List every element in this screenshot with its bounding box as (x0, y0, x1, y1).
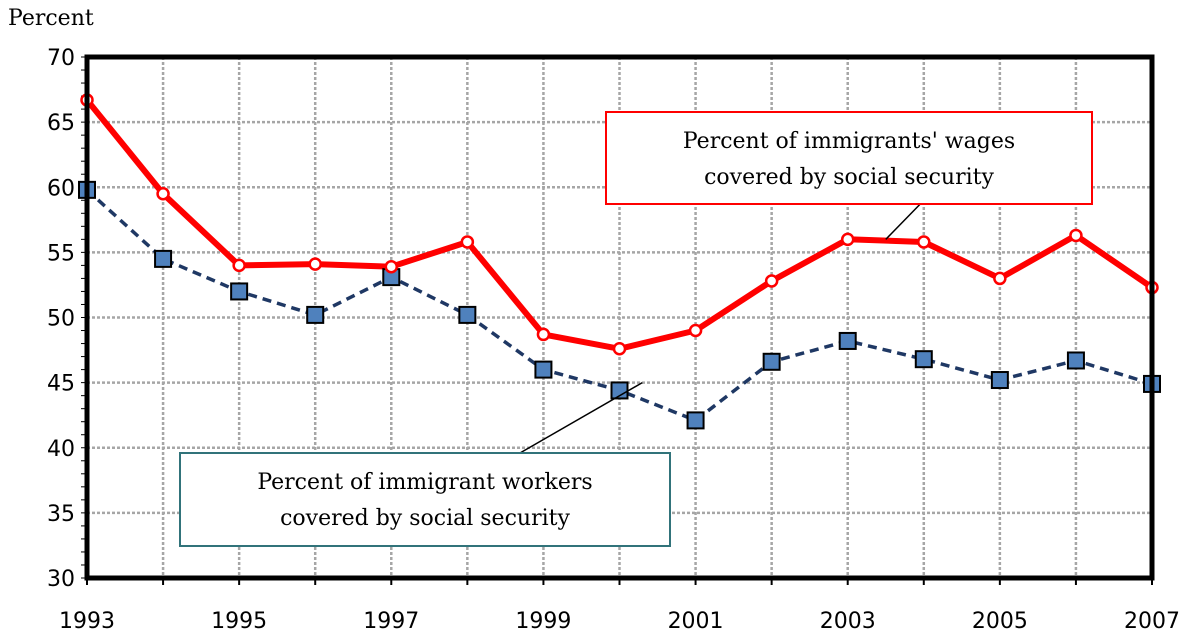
data-point (232, 258, 246, 273)
callout-text: Percent of immigrants' wages (683, 129, 1015, 154)
y-tick-label: 35 (47, 502, 75, 527)
data-point (914, 350, 933, 369)
callout-box (605, 111, 1093, 205)
data-point (536, 327, 551, 342)
plot-frame (84, 54, 1155, 581)
x-tick-label: 1993 (59, 609, 115, 634)
data-point (384, 259, 399, 274)
data-point (762, 352, 781, 371)
callout-box (179, 452, 671, 547)
callout-text: covered by social security (704, 165, 994, 190)
x-tick-label: 2001 (668, 609, 724, 634)
data-point (306, 305, 325, 324)
data-point (688, 323, 703, 338)
data-point (1066, 351, 1085, 370)
y-tick-label: 65 (47, 111, 75, 136)
x-tick-label: 1999 (515, 609, 571, 634)
tick-labels: 30 35 40 45 50 55 60 65 70 1993 1995 1997 1999 2001 20… (47, 46, 1180, 634)
data-point (308, 257, 322, 271)
data-point (764, 274, 779, 288)
data-point (458, 305, 477, 324)
data-point (156, 187, 170, 201)
data-point (840, 232, 855, 247)
y-tick-label: 50 (47, 307, 75, 332)
data-point (460, 235, 475, 249)
data-point (990, 371, 1009, 390)
y-tick-label: 30 (47, 567, 75, 592)
x-tick-label: 1997 (363, 609, 419, 634)
x-tick-label: 1995 (211, 609, 267, 634)
data-point (917, 235, 931, 249)
y-tick-label: 60 (47, 176, 75, 201)
x-tick-label: 2005 (972, 609, 1028, 634)
y-tick-label: 70 (47, 46, 75, 71)
data-point (838, 331, 857, 350)
y-tick-label: 55 (47, 241, 75, 266)
y-tick-label: 45 (47, 372, 75, 397)
series-markers (78, 93, 1161, 430)
callout-text: Percent of immigrant workers (257, 470, 592, 495)
x-tick-label: 2003 (820, 609, 876, 634)
callout-text: covered by social security (280, 506, 570, 531)
data-point (1069, 228, 1083, 243)
y-axis-title: Percent (8, 6, 94, 31)
callout-leader (519, 381, 643, 454)
data-point (230, 282, 249, 301)
data-point (993, 271, 1007, 286)
data-point (154, 249, 173, 268)
y-tick-label: 40 (47, 437, 75, 462)
x-tick-label: 2007 (1124, 609, 1180, 634)
data-point (686, 411, 705, 430)
data-point (612, 342, 627, 356)
callouts: Percent of immigrants' wages covered by s… (179, 111, 1093, 547)
data-point (534, 360, 553, 379)
